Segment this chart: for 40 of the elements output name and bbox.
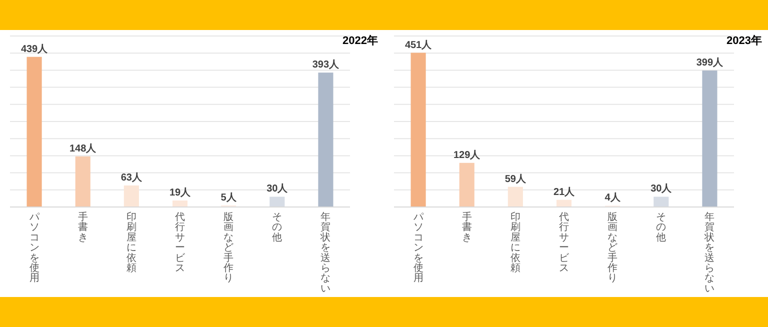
bar	[172, 200, 188, 207]
data-label: 451人	[404, 38, 433, 51]
data-label: 59人	[504, 172, 527, 185]
x-tick-label: 印刷屋に依頼	[126, 211, 136, 274]
x-tick-label: 印刷屋に依頼	[510, 211, 520, 274]
x-tick-label: その他	[656, 212, 666, 244]
data-label: 5人	[220, 191, 238, 204]
data-label: 63人	[120, 171, 143, 184]
chart-title: 2023年	[726, 34, 762, 47]
data-label: 439人	[20, 42, 49, 55]
x-tick-label: その他	[272, 212, 282, 244]
bar	[702, 70, 718, 207]
x-tick-label: 年賀状を送らない	[704, 211, 715, 294]
chart-title: 2022年	[342, 34, 378, 47]
bar	[75, 156, 90, 207]
x-tick-label: 代行サービス	[174, 212, 186, 274]
bar	[556, 200, 572, 207]
bar	[410, 52, 426, 207]
x-tick-label: 手書き	[462, 211, 472, 244]
x-tick-label: 年賀状を送らない	[320, 211, 331, 294]
data-label: 4人	[604, 192, 622, 204]
bar	[508, 186, 523, 207]
data-label: 30人	[650, 182, 673, 195]
x-tick-label: 代行サービス	[558, 212, 570, 274]
bar	[459, 162, 474, 207]
bar	[318, 72, 334, 207]
data-label: 30人	[266, 182, 289, 195]
data-label: 148人	[70, 142, 98, 154]
data-label: 399人	[696, 56, 724, 69]
data-label: 19人	[169, 186, 192, 198]
data-label: 393人	[312, 58, 340, 71]
data-label: 21人	[553, 186, 576, 198]
x-tick-label: パソコンを使用	[412, 212, 424, 284]
x-tick-label: パソコンを使用	[28, 212, 40, 284]
x-tick-label: 版画など手作り	[222, 212, 234, 284]
bar	[26, 56, 42, 207]
x-tick-label: 版画など手作り	[606, 212, 618, 284]
x-tick-label: 手書き	[78, 211, 88, 244]
data-label: 129人	[454, 148, 482, 161]
bar	[124, 185, 139, 207]
